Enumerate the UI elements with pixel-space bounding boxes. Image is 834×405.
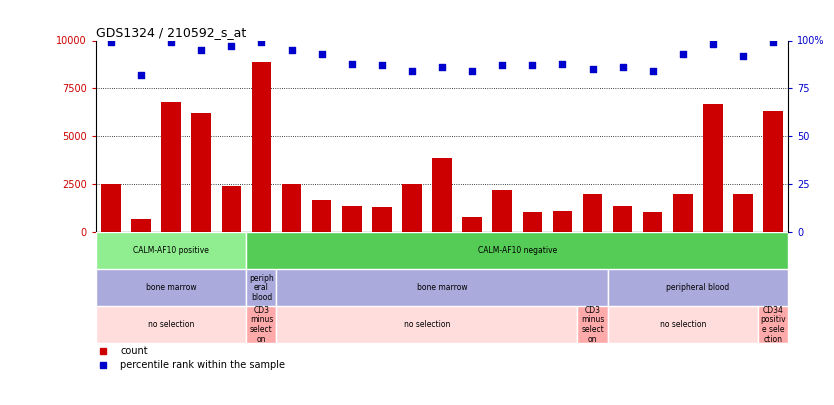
- Point: [706, 41, 720, 47]
- Bar: [342, 205, 361, 232]
- Point: [134, 72, 148, 78]
- Point: [435, 64, 449, 70]
- Point: [585, 66, 599, 72]
- Text: CALM-AF10 negative: CALM-AF10 negative: [478, 246, 557, 255]
- Point: [525, 62, 539, 69]
- Text: peripheral blood: peripheral blood: [666, 283, 730, 292]
- Point: [345, 60, 359, 67]
- Point: [254, 39, 268, 46]
- Text: bone marrow: bone marrow: [417, 283, 467, 292]
- Bar: [607, 269, 788, 306]
- Bar: [523, 212, 542, 232]
- Bar: [192, 113, 211, 232]
- Point: [285, 47, 299, 53]
- Text: bone marrow: bone marrow: [146, 283, 197, 292]
- Point: [766, 39, 780, 46]
- Bar: [372, 207, 392, 232]
- Point: [164, 39, 178, 46]
- Bar: [252, 62, 271, 232]
- Text: CALM-AF10 positive: CALM-AF10 positive: [133, 246, 209, 255]
- Text: CD34
positiv
e sele
ction: CD34 positiv e sele ction: [761, 306, 786, 344]
- Bar: [577, 306, 607, 343]
- Text: count: count: [120, 346, 148, 356]
- Bar: [763, 111, 783, 232]
- Bar: [246, 269, 277, 306]
- Text: CD3
minus
select
on: CD3 minus select on: [580, 306, 604, 344]
- Point: [555, 60, 569, 67]
- Point: [224, 43, 238, 49]
- Point: [616, 64, 630, 70]
- Point: [465, 68, 479, 75]
- Bar: [246, 232, 788, 269]
- Text: CD3
minus
select
on: CD3 minus select on: [249, 306, 273, 344]
- Point: [405, 68, 419, 75]
- Bar: [101, 184, 121, 232]
- Bar: [277, 306, 577, 343]
- Point: [194, 47, 208, 53]
- Bar: [96, 269, 246, 306]
- Bar: [282, 184, 301, 232]
- Bar: [673, 194, 692, 232]
- Bar: [613, 205, 632, 232]
- Bar: [643, 212, 662, 232]
- Text: no selection: no selection: [660, 320, 706, 329]
- Bar: [432, 158, 452, 232]
- Bar: [131, 219, 151, 232]
- Text: periph
eral
blood: periph eral blood: [249, 273, 274, 302]
- Bar: [222, 186, 241, 232]
- Bar: [607, 306, 758, 343]
- Bar: [733, 194, 753, 232]
- Bar: [246, 306, 277, 343]
- Bar: [96, 306, 246, 343]
- Text: no selection: no selection: [404, 320, 450, 329]
- Bar: [402, 184, 422, 232]
- Text: no selection: no selection: [148, 320, 194, 329]
- Bar: [277, 269, 607, 306]
- Point: [375, 62, 389, 69]
- Bar: [553, 211, 572, 232]
- Point: [736, 53, 750, 59]
- Bar: [312, 200, 331, 232]
- Point: [676, 51, 690, 57]
- Bar: [492, 190, 512, 232]
- Text: GDS1324 / 210592_s_at: GDS1324 / 210592_s_at: [96, 26, 246, 39]
- Text: percentile rank within the sample: percentile rank within the sample: [120, 360, 285, 370]
- Bar: [758, 306, 788, 343]
- Point: [104, 39, 118, 46]
- Bar: [161, 102, 181, 232]
- Bar: [703, 104, 723, 232]
- Bar: [96, 232, 246, 269]
- Point: [646, 68, 660, 75]
- Bar: [462, 217, 482, 232]
- Point: [495, 62, 509, 69]
- Bar: [583, 194, 602, 232]
- Point: [315, 51, 329, 57]
